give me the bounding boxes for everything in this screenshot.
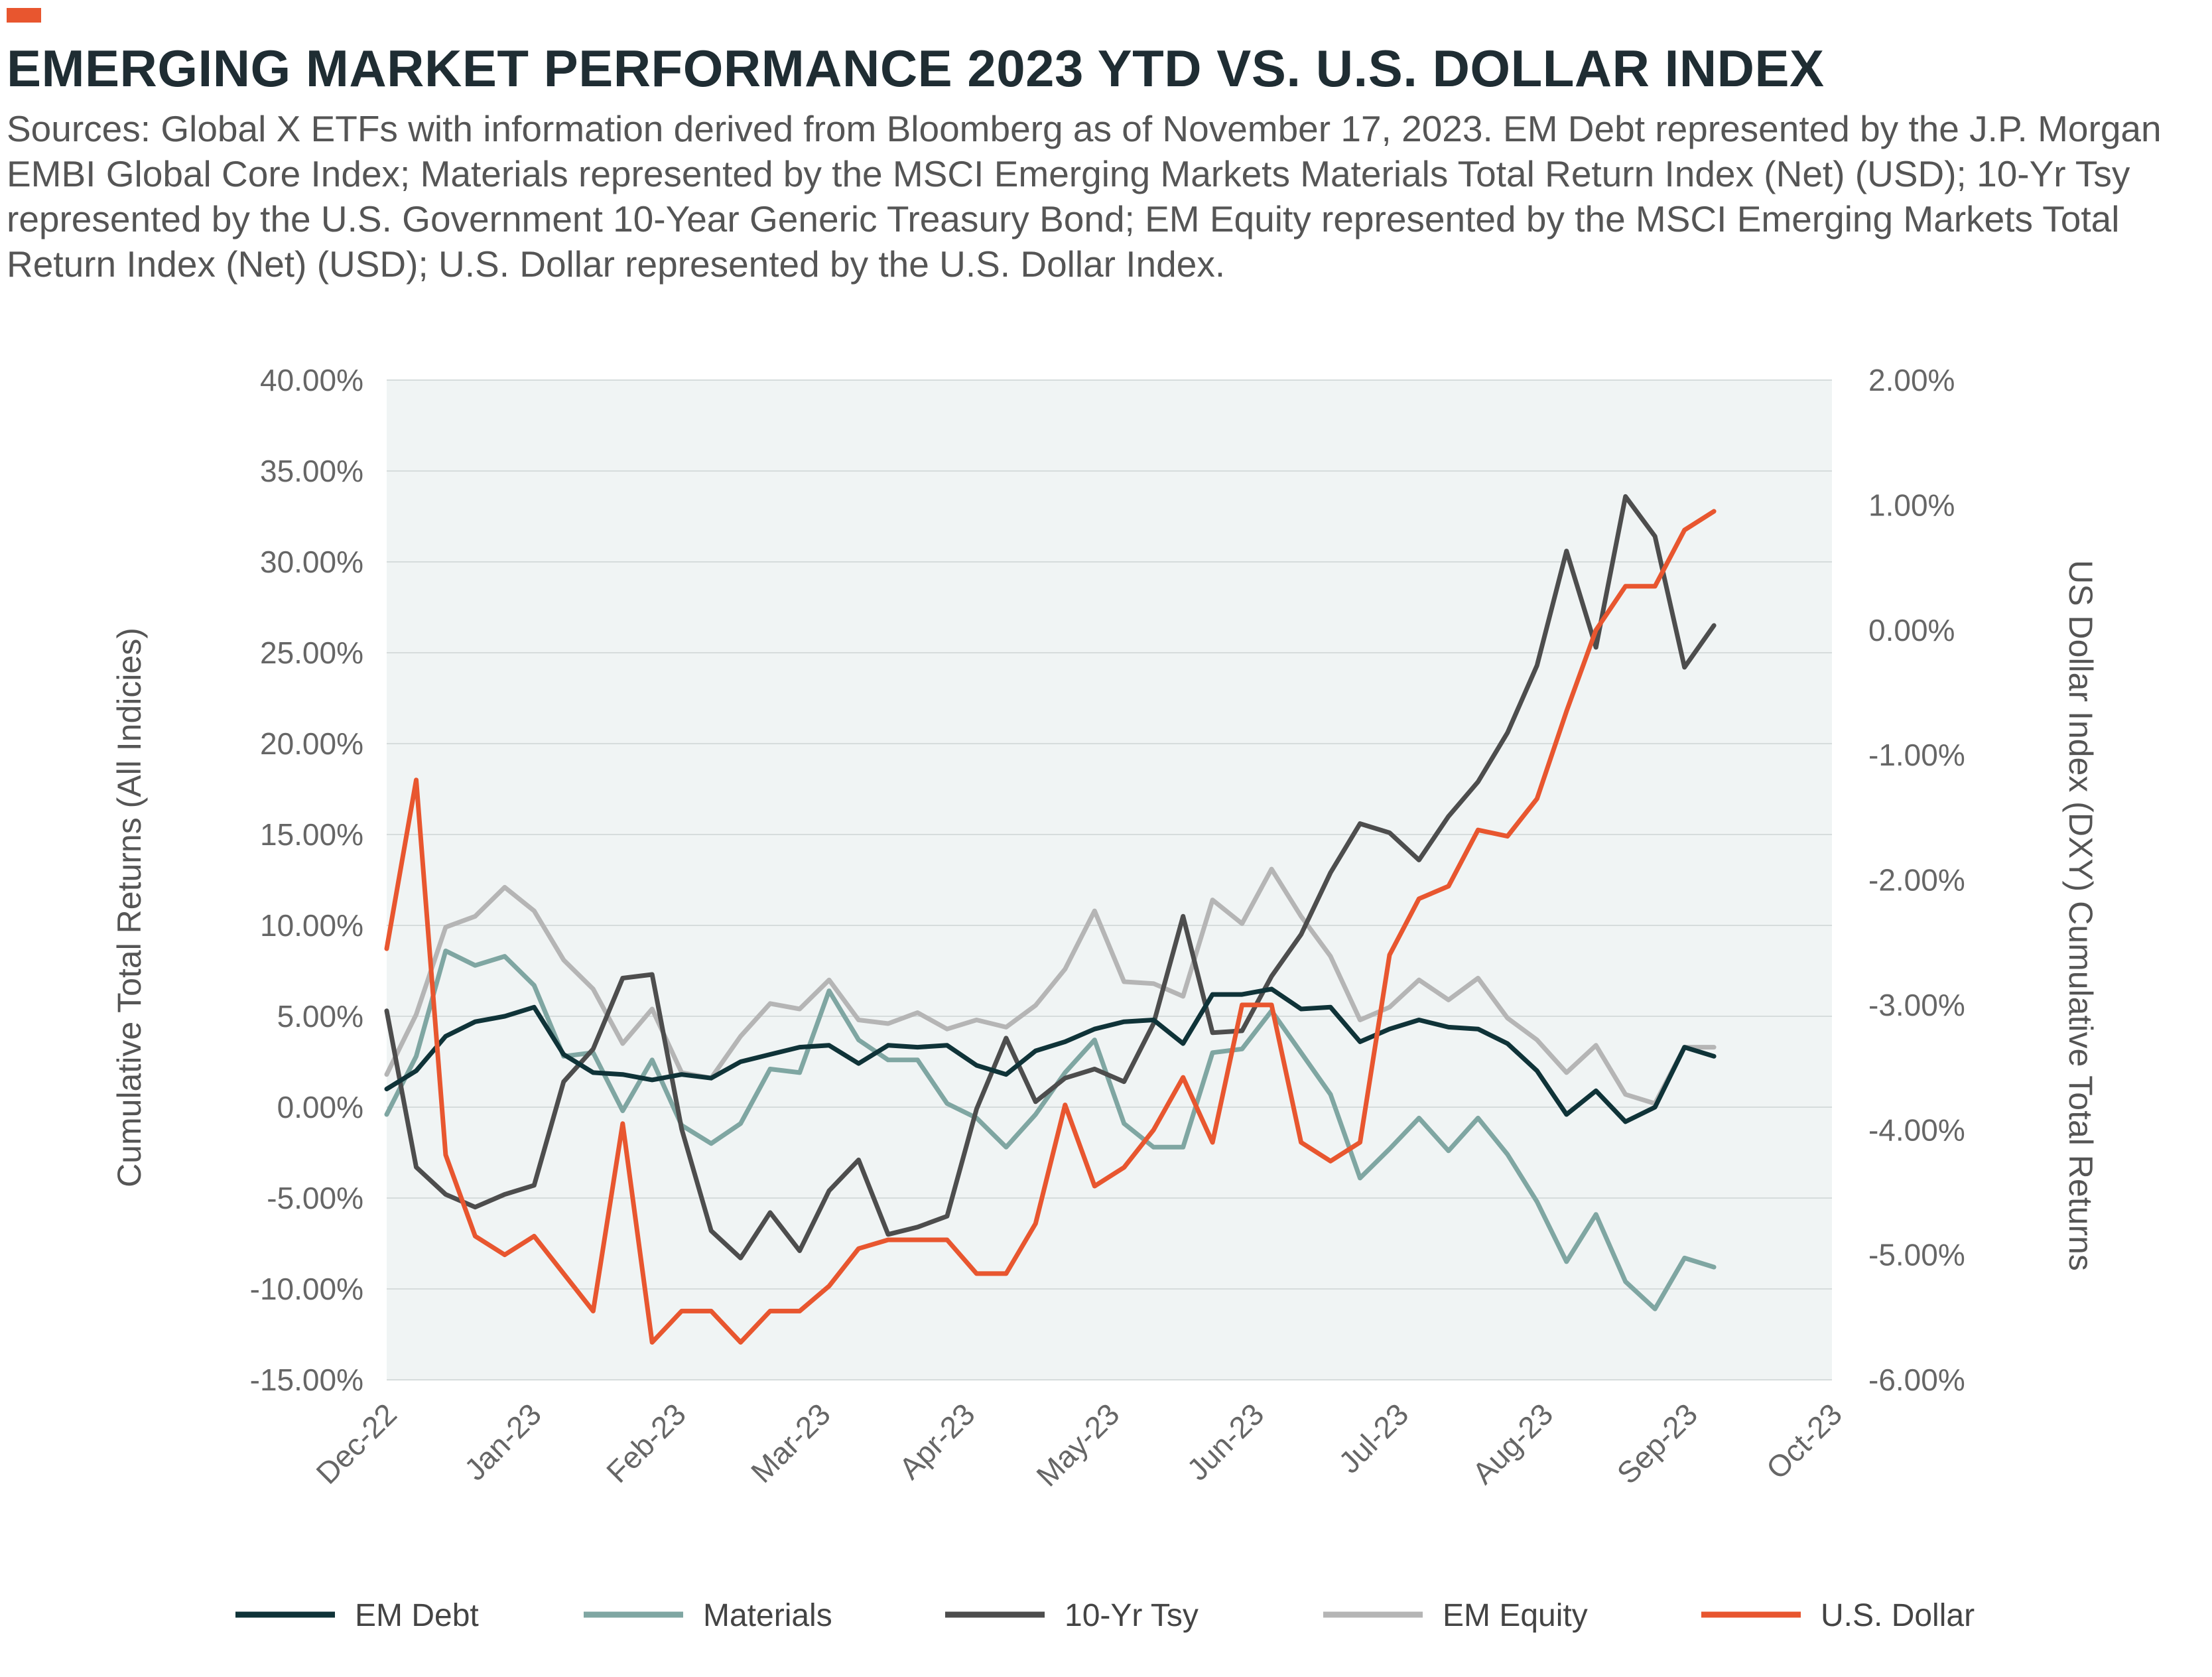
x-tick-label: May-23 — [1029, 1396, 1126, 1493]
left-tick-label: 25.00% — [260, 636, 363, 670]
x-tick-label: Jun-23 — [1180, 1396, 1270, 1487]
legend-label-10-yr-tsy: 10-Yr Tsy — [1065, 1598, 1199, 1633]
x-tick-label: Aug-23 — [1466, 1396, 1560, 1491]
series-line-em-debt — [384, 986, 1717, 1124]
x-axis-ticks: Dec-22 Jan-23 Feb-23 Mar-23 Apr-23 May-23 Jun-… — [309, 1396, 1849, 1493]
left-tick-label: 15.00% — [260, 817, 363, 852]
left-tick-label: -15.00% — [250, 1363, 363, 1397]
right-tick-label: -6.00% — [1868, 1363, 1965, 1397]
accent-bar — [7, 8, 41, 23]
right-tick-label: 1.00% — [1868, 488, 1955, 522]
legend-label-em-equity: EM Equity — [1443, 1598, 1588, 1633]
grid — [387, 379, 1832, 1380]
sources-note: Sources: Global X ETFs with information … — [7, 108, 2162, 285]
left-tick-label: -5.00% — [267, 1181, 363, 1215]
x-tick-label: Oct-23 — [1760, 1396, 1849, 1485]
right-tick-label: -3.00% — [1868, 988, 1965, 1022]
left-axis-ticks: 40.00% 35.00% 30.00% 25.00% 20.00% 15.00% 10.0… — [250, 363, 363, 1397]
right-tick-label: 0.00% — [1868, 613, 1955, 647]
series-lines — [384, 494, 1717, 1345]
legend-label-em-debt: EM Debt — [355, 1598, 479, 1633]
left-tick-label: 10.00% — [260, 908, 363, 943]
x-tick-label: Feb-23 — [600, 1396, 692, 1489]
right-tick-label: -4.00% — [1868, 1112, 1965, 1147]
x-tick-label: Jul-23 — [1332, 1396, 1415, 1479]
right-axis-title: US Dollar Index (DXY) Cumulative Total R… — [2062, 560, 2099, 1271]
right-axis-ticks: 2.00% 1.00% 0.00% -1.00% -2.00% -3.00% -4.00% -… — [1868, 363, 1965, 1397]
legend-label-u-s-dollar: U.S. Dollar — [1821, 1598, 1975, 1633]
left-tick-label: 35.00% — [260, 454, 363, 488]
chart-title: EMERGING MARKET PERFORMANCE 2023 YTD VS.… — [7, 39, 1825, 98]
legend: EM Debt Materials 10-Yr Tsy EM Equity U.S. D… — [235, 1598, 1975, 1633]
left-tick-label: 30.00% — [260, 545, 363, 579]
left-tick-label: -10.00% — [250, 1272, 363, 1306]
right-tick-label: 2.00% — [1868, 363, 1955, 397]
x-tick-label: Sep-23 — [1610, 1396, 1705, 1491]
x-tick-label: Apr-23 — [892, 1396, 981, 1485]
left-tick-label: 0.00% — [277, 1090, 363, 1124]
series-line-u-s-dollar — [384, 509, 1717, 1345]
x-tick-label: Dec-22 — [309, 1396, 403, 1491]
left-axis-title: Cumulative Total Returns (All Indicies) — [111, 628, 148, 1187]
left-tick-label: 40.00% — [260, 363, 363, 397]
plot-area — [387, 380, 1832, 1380]
left-tick-label: 20.00% — [260, 726, 363, 761]
legend-label-materials: Materials — [703, 1598, 832, 1633]
left-tick-label: 5.00% — [277, 999, 363, 1034]
x-tick-label: Jan-23 — [458, 1396, 548, 1487]
right-tick-label: -1.00% — [1868, 738, 1965, 772]
right-tick-label: -5.00% — [1868, 1238, 1965, 1272]
right-tick-label: -2.00% — [1868, 863, 1965, 898]
series-line-materials — [384, 948, 1717, 1311]
x-tick-label: Mar-23 — [744, 1396, 837, 1489]
series-line-10-yr-tsy — [384, 494, 1717, 1260]
